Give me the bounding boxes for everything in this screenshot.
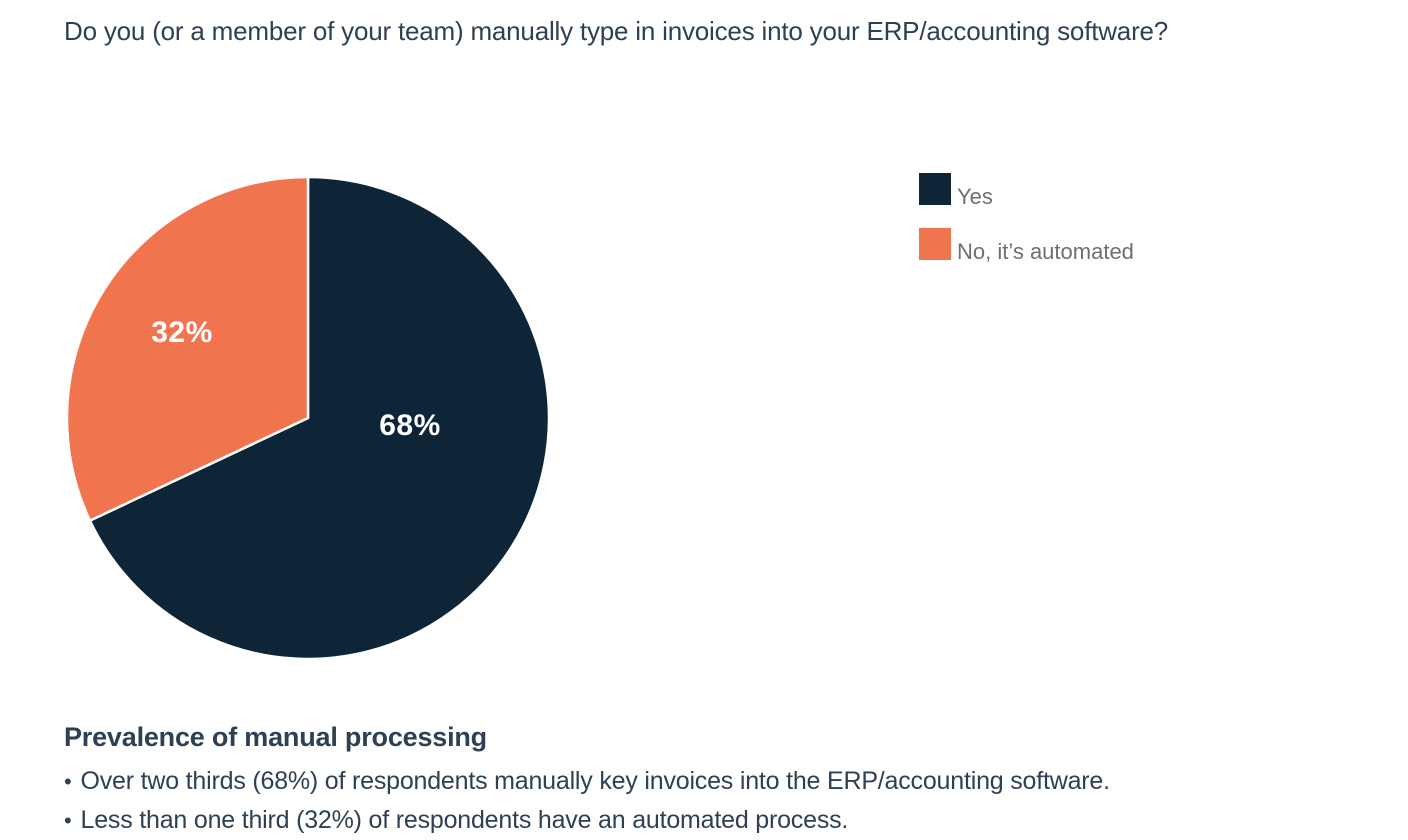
legend-label-no-automated: No, it’s automated <box>957 239 1134 264</box>
bullet-icon: • <box>64 808 72 833</box>
legend-swatch-yes-icon <box>919 173 951 205</box>
pie-slice-label-yes: 68% <box>379 409 441 442</box>
legend-label-yes: Yes <box>957 184 993 209</box>
legend-item-yes: Yes <box>919 173 1134 209</box>
legend-item-no-automated: No, it’s automated <box>919 228 1134 264</box>
pie-chart: 32% 68% <box>64 174 552 662</box>
bullet-text: Less than one third (32%) of respondents… <box>80 806 849 834</box>
legend: Yes No, it’s automated <box>919 173 1134 264</box>
bullet-item: • Over two thirds (68%) of respondents m… <box>64 762 1364 801</box>
notes-section: Prevalence of manual processing • Over t… <box>64 722 1364 840</box>
legend-swatch-no-automated-icon <box>919 228 951 260</box>
bullet-item: • Less than one third (32%) of responden… <box>64 801 1364 840</box>
bullet-icon: • <box>64 769 72 794</box>
chart-question-title: Do you (or a member of your team) manual… <box>64 16 1169 46</box>
pie-chart-svg <box>65 175 551 661</box>
notes-heading: Prevalence of manual processing <box>64 722 487 752</box>
pie-slice-label-no-automated: 32% <box>151 316 213 349</box>
bullet-text: Over two thirds (68%) of respondents man… <box>80 767 1111 795</box>
